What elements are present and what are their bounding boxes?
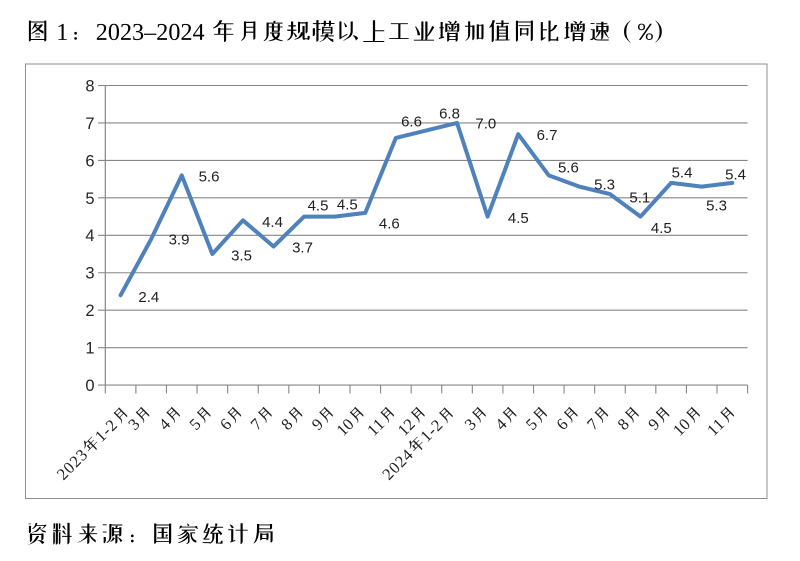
svg-text:2: 2	[85, 302, 94, 320]
svg-text:6.7: 6.7	[537, 127, 558, 144]
svg-text:3.7: 3.7	[292, 239, 313, 256]
svg-text:7.0: 7.0	[475, 116, 496, 133]
svg-text:5.1: 5.1	[629, 189, 650, 206]
svg-text:5.4: 5.4	[725, 167, 746, 184]
svg-text:7: 7	[85, 115, 94, 133]
svg-text:5.6: 5.6	[558, 160, 579, 177]
svg-text:5.4: 5.4	[672, 164, 693, 181]
svg-text:6: 6	[85, 152, 94, 170]
svg-text:5: 5	[85, 190, 94, 208]
svg-text:3.9: 3.9	[169, 231, 190, 248]
svg-text:1: 1	[85, 340, 94, 358]
svg-text:4: 4	[85, 227, 94, 245]
svg-text:6.6: 6.6	[401, 114, 422, 131]
svg-text:3: 3	[85, 265, 94, 283]
svg-text:4.5: 4.5	[308, 198, 329, 215]
svg-text:5.3: 5.3	[594, 176, 615, 193]
svg-text:6.8: 6.8	[439, 105, 460, 122]
svg-text:4.4: 4.4	[262, 214, 283, 231]
svg-text:4.6: 4.6	[379, 215, 400, 232]
svg-text:8: 8	[85, 77, 94, 95]
svg-text:5.3: 5.3	[706, 198, 727, 215]
svg-text:4.5: 4.5	[337, 196, 358, 213]
svg-text:2.4: 2.4	[138, 289, 159, 306]
svg-text:4.5: 4.5	[651, 220, 672, 237]
svg-text:0: 0	[85, 377, 94, 395]
svg-text:4.5: 4.5	[508, 210, 529, 227]
svg-text:3.5: 3.5	[231, 247, 252, 264]
svg-text:5.6: 5.6	[199, 168, 220, 185]
